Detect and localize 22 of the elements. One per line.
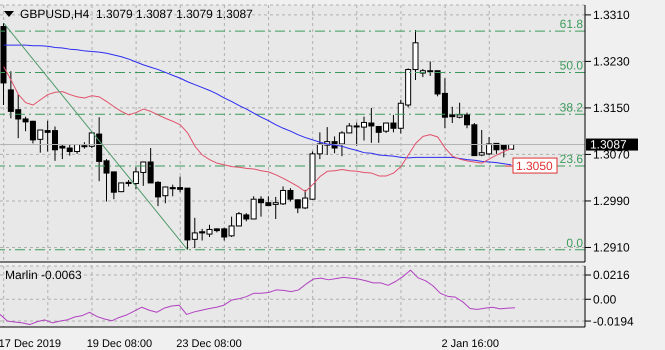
chart-title: GBPUSD,H4 1.3079 1.3087 1.3079 1.3087 bbox=[20, 7, 253, 21]
y-tick-label: 1.3310 bbox=[593, 8, 630, 22]
annotation: 23.6 bbox=[560, 152, 584, 166]
x-tick-label: 19 Dec 08:00 bbox=[86, 338, 152, 350]
y-tick-label: 0.00 bbox=[593, 292, 617, 307]
annotation: 50.0 bbox=[560, 58, 584, 72]
annotation: 38.2 bbox=[560, 100, 584, 114]
line-series bbox=[0, 270, 516, 326]
line-series bbox=[3, 44, 512, 166]
annotation: 0.0 bbox=[566, 236, 584, 250]
x-tick-label: 23 Dec 08:00 bbox=[176, 338, 242, 350]
chart-title: Marlin -0.0063 bbox=[5, 268, 82, 282]
annotation: 61.8 bbox=[560, 17, 584, 32]
y-tick-label: 1.2910 bbox=[593, 240, 630, 255]
y-tick-label: 1.3230 bbox=[593, 54, 630, 69]
y-tick-label: 1.2990 bbox=[593, 194, 630, 208]
x-tick-label: 2 Jan 16:00 bbox=[441, 338, 499, 350]
annotation: 1.3050 bbox=[516, 159, 554, 174]
y-tick-label: 1.3150 bbox=[593, 101, 630, 116]
y-tick-label: -0.0194 bbox=[593, 314, 634, 328]
line-series bbox=[3, 66, 512, 192]
y-tick-label: 0.0216 bbox=[593, 268, 630, 282]
